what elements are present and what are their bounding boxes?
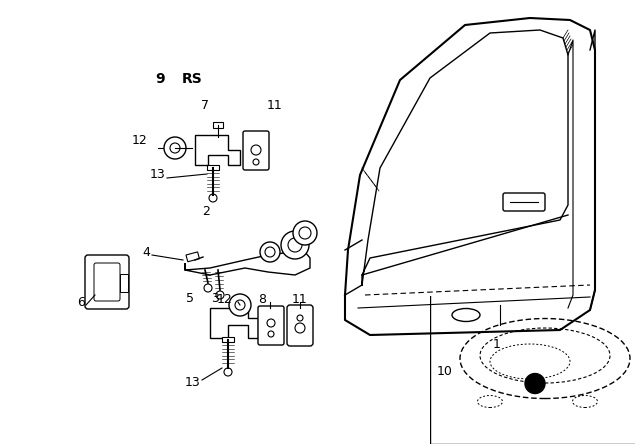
FancyBboxPatch shape bbox=[94, 263, 120, 301]
Circle shape bbox=[281, 231, 309, 259]
Text: 7: 7 bbox=[201, 99, 209, 112]
Circle shape bbox=[293, 221, 317, 245]
Text: 12: 12 bbox=[217, 293, 233, 306]
Circle shape bbox=[253, 159, 259, 165]
Bar bbox=[222, 337, 234, 342]
Bar bbox=[186, 252, 200, 262]
Circle shape bbox=[170, 143, 180, 153]
Circle shape bbox=[268, 331, 274, 337]
Bar bbox=[207, 165, 219, 170]
Circle shape bbox=[267, 319, 275, 327]
FancyBboxPatch shape bbox=[503, 193, 545, 211]
Ellipse shape bbox=[452, 309, 480, 322]
Text: 6: 6 bbox=[77, 297, 85, 310]
Circle shape bbox=[295, 323, 305, 333]
Text: 5: 5 bbox=[186, 292, 194, 305]
FancyBboxPatch shape bbox=[85, 255, 129, 309]
Circle shape bbox=[297, 315, 303, 321]
FancyBboxPatch shape bbox=[243, 131, 269, 170]
Text: 9: 9 bbox=[155, 72, 164, 86]
Text: 10: 10 bbox=[437, 365, 453, 378]
Text: 11: 11 bbox=[292, 293, 308, 306]
Circle shape bbox=[164, 137, 186, 159]
Bar bbox=[213, 122, 223, 128]
Polygon shape bbox=[210, 308, 258, 338]
Circle shape bbox=[216, 291, 224, 299]
Circle shape bbox=[224, 368, 232, 376]
Text: 11: 11 bbox=[267, 99, 283, 112]
Polygon shape bbox=[195, 135, 240, 165]
Text: 3: 3 bbox=[211, 292, 219, 305]
Circle shape bbox=[288, 238, 302, 252]
Text: 1: 1 bbox=[493, 338, 501, 351]
Circle shape bbox=[260, 242, 280, 262]
Text: RS: RS bbox=[182, 72, 203, 86]
Circle shape bbox=[525, 374, 545, 393]
Bar bbox=[120, 274, 128, 292]
Circle shape bbox=[229, 294, 251, 316]
Text: 13: 13 bbox=[184, 375, 200, 388]
Text: 8: 8 bbox=[258, 293, 266, 306]
Circle shape bbox=[204, 284, 212, 292]
Circle shape bbox=[209, 194, 217, 202]
Circle shape bbox=[235, 300, 245, 310]
FancyBboxPatch shape bbox=[287, 305, 313, 346]
FancyBboxPatch shape bbox=[258, 306, 284, 345]
Circle shape bbox=[265, 247, 275, 257]
Text: 2: 2 bbox=[202, 205, 210, 218]
Circle shape bbox=[299, 227, 311, 239]
Text: 4: 4 bbox=[142, 246, 150, 258]
Text: 13: 13 bbox=[149, 168, 165, 181]
Polygon shape bbox=[185, 252, 310, 275]
Text: 12: 12 bbox=[131, 134, 147, 146]
Circle shape bbox=[251, 145, 261, 155]
